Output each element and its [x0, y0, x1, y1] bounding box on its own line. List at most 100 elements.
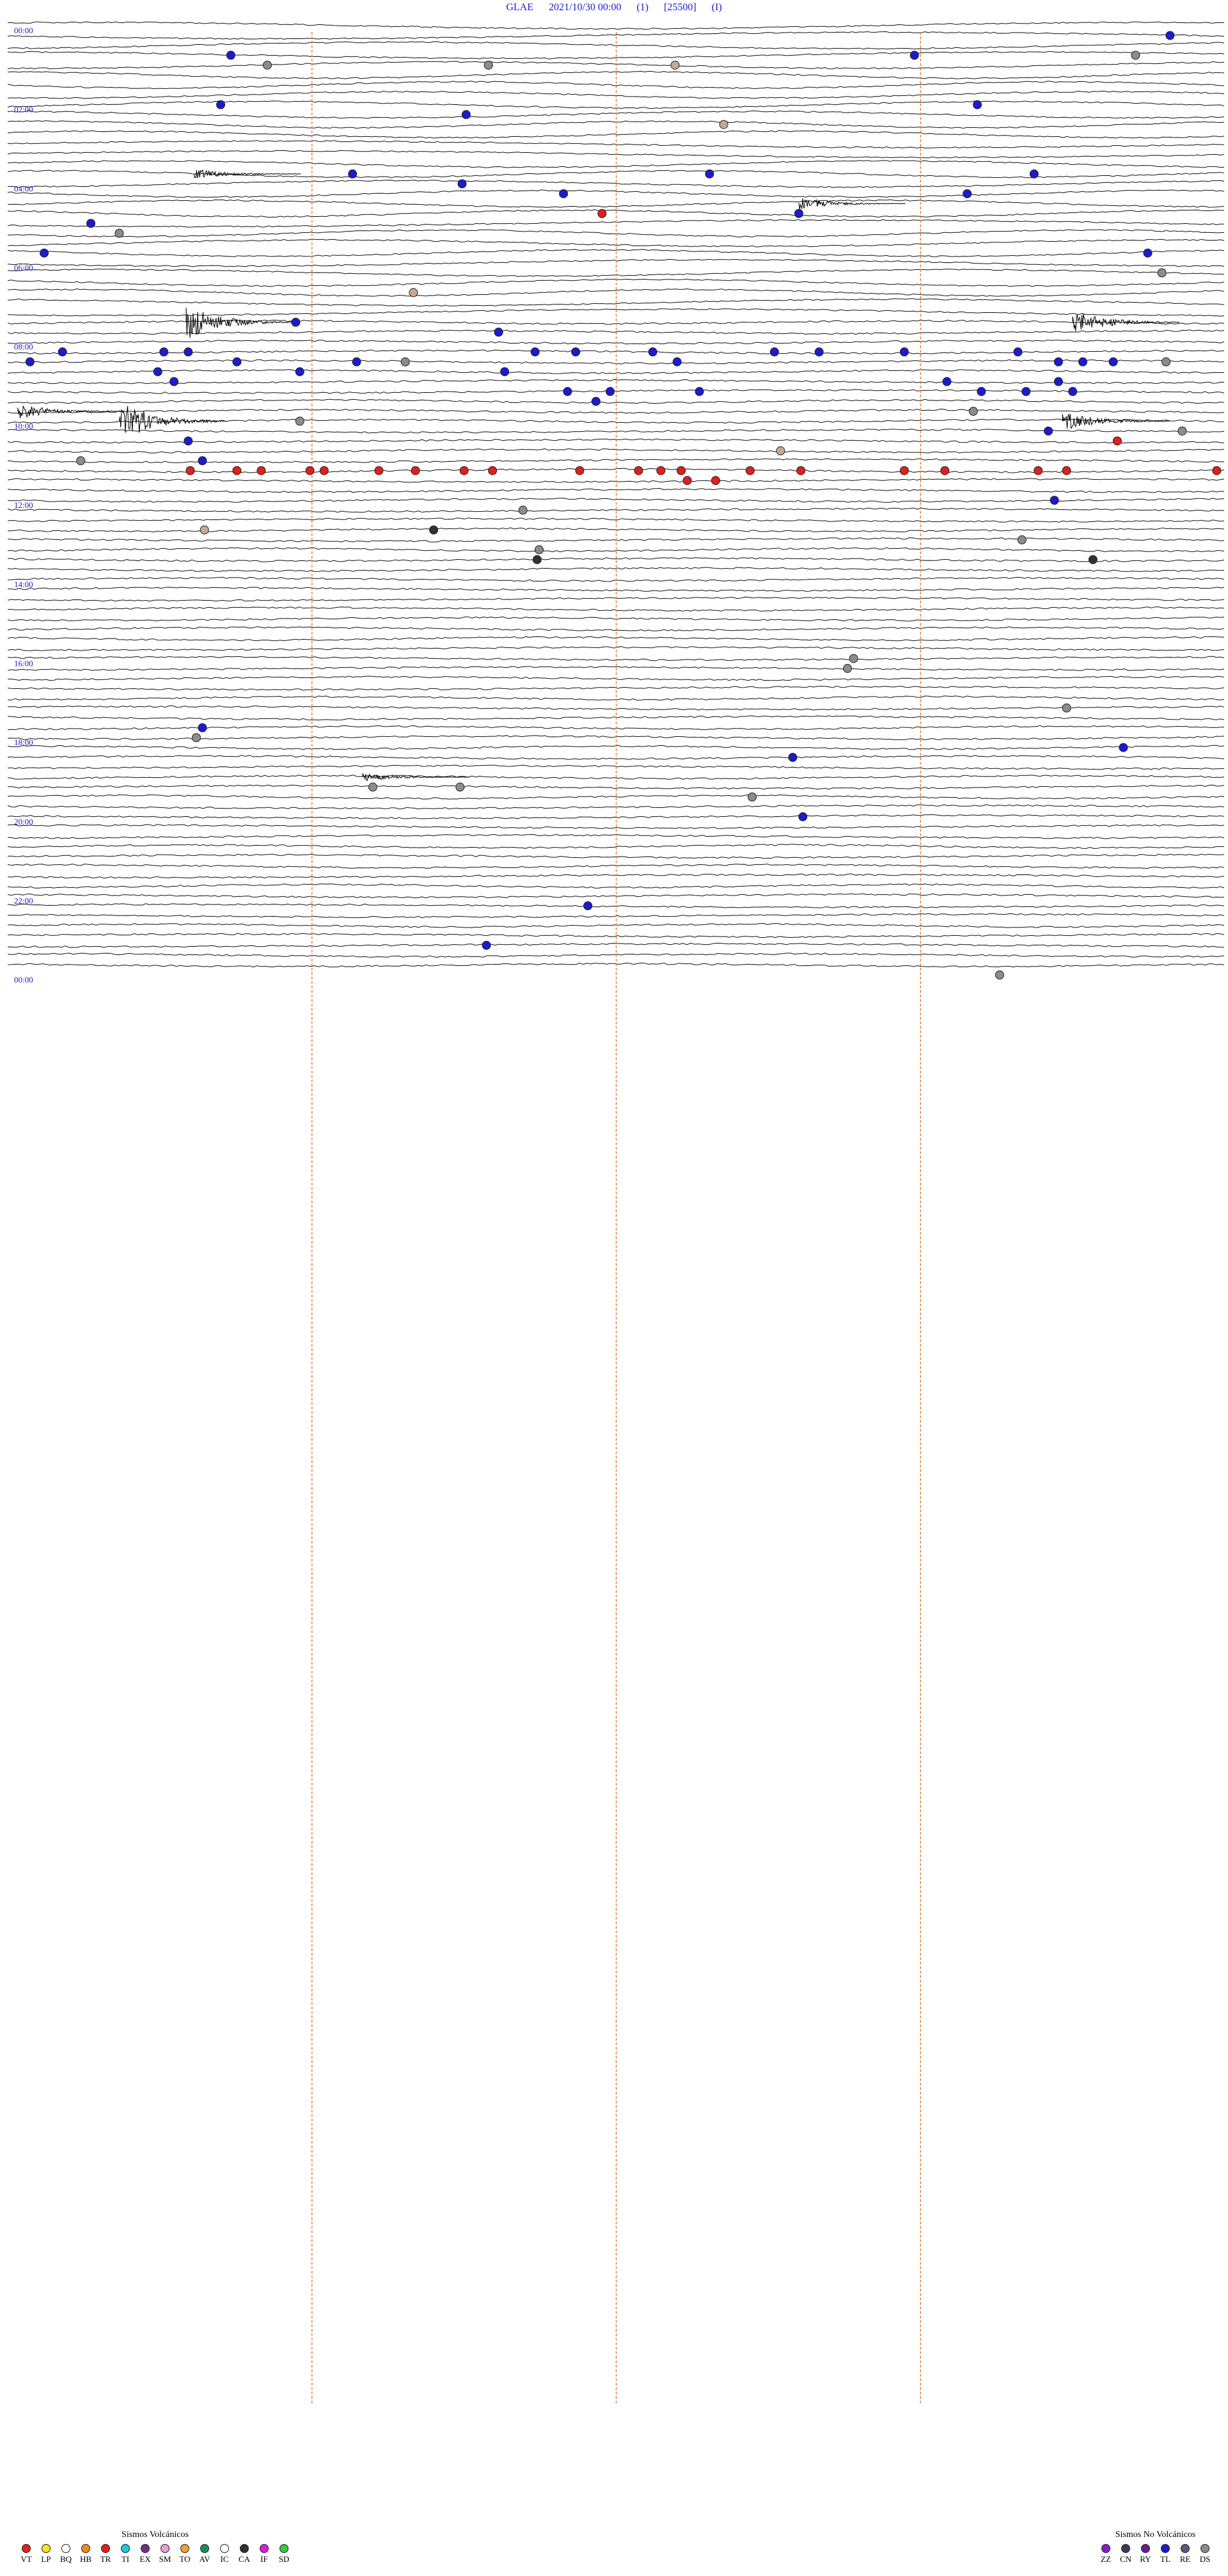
- event-marker-tl: [184, 347, 193, 357]
- seismic-trace: [7, 408, 1225, 414]
- legend-item-hb: HB: [79, 2544, 93, 2564]
- hour-label: 08:00: [14, 342, 33, 352]
- hour-label: 18:00: [14, 738, 33, 747]
- legend-code: TO: [179, 2554, 191, 2564]
- legend-code: TL: [1160, 2554, 1170, 2564]
- event-marker-vt: [711, 476, 720, 486]
- event-marker-tl: [1078, 357, 1087, 367]
- event-marker-vt: [185, 466, 195, 475]
- hour-label: 04:00: [14, 184, 33, 193]
- event-marker-tl: [25, 357, 35, 367]
- event-marker-tl: [291, 317, 301, 327]
- event-marker-tl: [1143, 248, 1153, 258]
- event-marker-ca: [429, 525, 439, 535]
- event-marker-vt: [459, 466, 469, 475]
- legend-dot: [1181, 2544, 1190, 2553]
- legend-dot: [121, 2544, 130, 2553]
- legend-volcanic: Sismos Volcánicos VT LP BQ HB TR TI EX SM TO AV IC…: [19, 2530, 291, 2564]
- event-marker-tl: [198, 456, 207, 466]
- seismic-trace: [7, 883, 1225, 889]
- event-marker-vt: [488, 466, 498, 475]
- event-marker-tl: [814, 347, 824, 357]
- event-marker-tl: [226, 51, 235, 60]
- datetime-label: 2021/10/30 00:00: [549, 2, 622, 13]
- event-marker-tl: [153, 367, 162, 377]
- event-marker-tl: [705, 169, 714, 178]
- seismic-trace: [7, 189, 1225, 198]
- legend-item-lp: LP: [39, 2544, 53, 2564]
- seismic-trace: [7, 81, 1225, 90]
- event-marker-tl: [798, 812, 808, 821]
- event-marker-ds: [1017, 535, 1027, 544]
- seismic-trace: [7, 130, 1225, 139]
- event-marker-ds: [455, 782, 465, 792]
- seismic-trace: [7, 239, 1225, 248]
- seismic-trace: [7, 209, 1225, 218]
- event-waveform: [1062, 413, 1170, 429]
- legend-dot: [279, 2544, 288, 2553]
- legend-item-ry: RY: [1138, 2544, 1153, 2564]
- seismic-trace: [7, 379, 1225, 384]
- event-marker-vt: [1034, 466, 1043, 475]
- hour-label: 10:00: [14, 421, 33, 431]
- event-marker-tl: [457, 179, 467, 189]
- event-marker-ic: [200, 525, 209, 535]
- event-marker-vt: [796, 466, 806, 475]
- event-marker-tl: [352, 357, 361, 367]
- legend-volcanic-title: Sismos Volcánicos: [122, 2530, 189, 2540]
- hour-label: 12:00: [14, 500, 33, 510]
- seismic-trace: [7, 329, 1225, 335]
- seismic-trace: [7, 626, 1225, 631]
- event-marker-tl: [909, 51, 919, 60]
- legend-item-bq: BQ: [59, 2544, 73, 2564]
- legend-dot: [22, 2544, 31, 2553]
- hour-label: 14:00: [14, 580, 33, 589]
- event-marker-vt: [940, 466, 950, 475]
- event-marker-tl: [40, 248, 49, 258]
- event-marker-tl: [232, 357, 242, 367]
- legend-item-re: RE: [1178, 2544, 1192, 2564]
- event-marker-ds: [114, 228, 124, 238]
- event-marker-tl: [1053, 357, 1063, 367]
- event-marker-ca: [532, 555, 542, 564]
- event-marker-ic: [670, 60, 680, 70]
- plot-header: GLAE 2021/10/30 00:00 (1) [25500] (I): [0, 0, 1228, 19]
- event-marker-tl: [216, 100, 226, 109]
- hour-label: 06:00: [14, 263, 33, 273]
- event-marker-ca: [1088, 555, 1098, 564]
- legend-dot: [101, 2544, 110, 2553]
- event-marker-tl: [1068, 387, 1078, 397]
- seismic-trace: [7, 794, 1225, 800]
- field2-label: [25500]: [664, 2, 697, 13]
- event-waveform: [1072, 313, 1180, 331]
- event-marker-tl: [563, 387, 572, 397]
- legend-nonvolcanic-row: ZZ CN RY TL RE DS: [1099, 2544, 1212, 2564]
- event-marker-ds: [76, 456, 86, 466]
- legend-code: AV: [199, 2554, 210, 2564]
- legend-dot: [1200, 2544, 1209, 2553]
- event-marker-tl: [559, 189, 569, 198]
- legend-dot: [1101, 2544, 1110, 2553]
- seismic-trace: [7, 844, 1225, 849]
- legend-code: CA: [238, 2554, 251, 2564]
- event-waveform: [362, 773, 469, 781]
- event-waveform: [185, 307, 294, 338]
- legend-code: RY: [1140, 2554, 1151, 2564]
- event-marker-tl: [482, 940, 491, 950]
- legend-code: LP: [41, 2554, 51, 2564]
- legend-item-ti: TI: [118, 2544, 132, 2564]
- field1-label: (1): [636, 2, 649, 13]
- event-marker-vt: [575, 466, 585, 475]
- event-marker-tl: [942, 377, 952, 386]
- legend-item-zz: ZZ: [1099, 2544, 1113, 2564]
- legend-dot: [61, 2544, 70, 2553]
- event-marker-vt: [682, 476, 692, 486]
- event-marker-vt: [256, 466, 266, 475]
- legend-code: SD: [278, 2554, 290, 2564]
- event-marker-vt: [374, 466, 384, 475]
- seismic-trace: [7, 666, 1225, 671]
- seismic-trace: [7, 308, 1225, 317]
- event-marker-tl: [494, 328, 503, 337]
- seismic-trace: [7, 557, 1225, 562]
- legend-code: BQ: [59, 2554, 72, 2564]
